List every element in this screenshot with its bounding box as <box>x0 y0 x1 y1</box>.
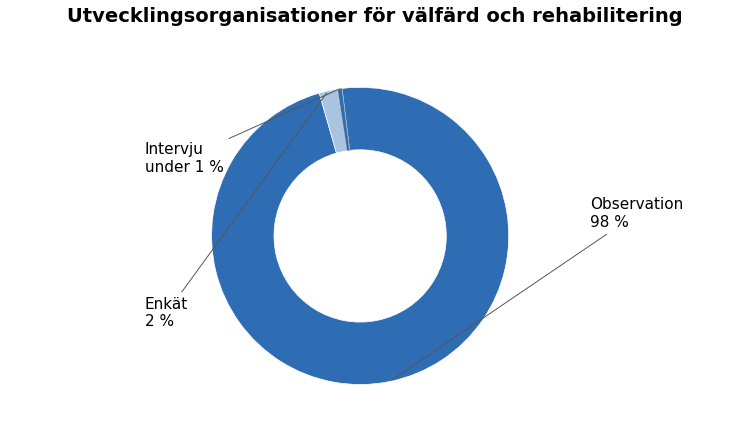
Text: Observation
98 %: Observation 98 % <box>392 198 684 380</box>
Title: Utvecklingsorganisationer för välfärd och rehabilitering: Utvecklingsorganisationer för välfärd oc… <box>68 7 682 26</box>
Text: Intervju
under 1 %: Intervju under 1 % <box>145 90 338 175</box>
Wedge shape <box>320 89 347 153</box>
Wedge shape <box>338 89 350 151</box>
Wedge shape <box>211 87 508 385</box>
Text: Enkät
2 %: Enkät 2 % <box>145 93 327 329</box>
